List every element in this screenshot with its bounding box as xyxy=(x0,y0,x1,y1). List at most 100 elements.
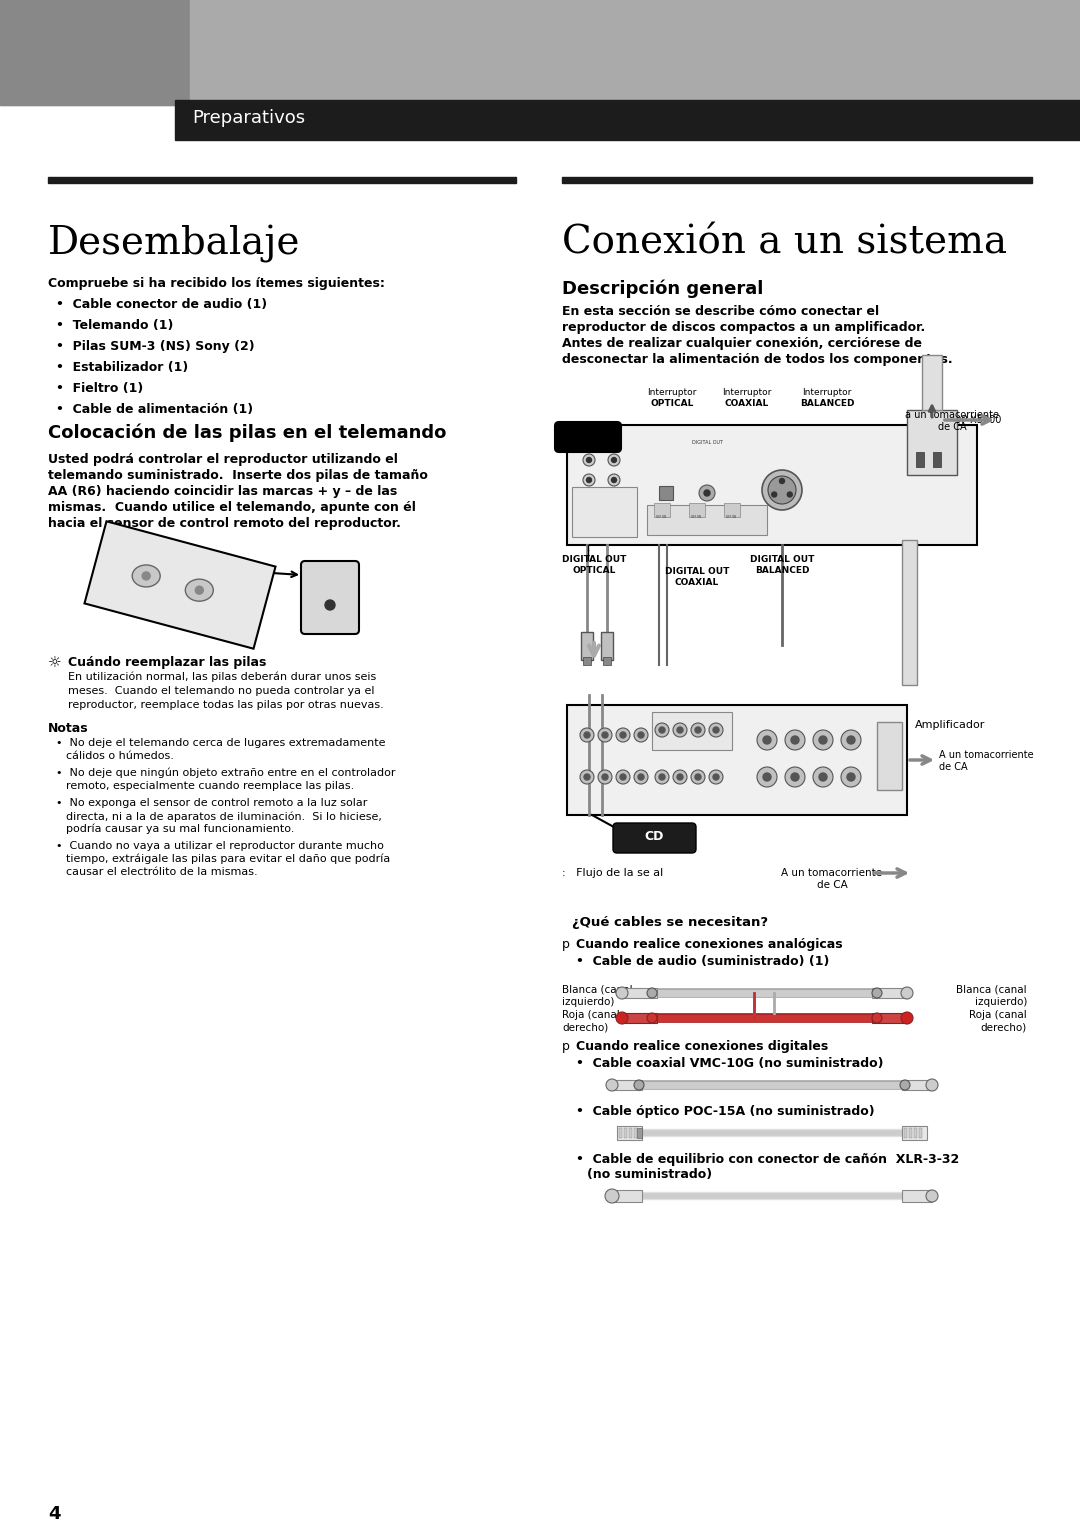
Bar xyxy=(190,0,570,105)
Ellipse shape xyxy=(813,730,833,750)
Text: Roja (canal
derecho): Roja (canal derecho) xyxy=(562,1010,620,1033)
Ellipse shape xyxy=(841,767,861,787)
Ellipse shape xyxy=(620,732,626,738)
Ellipse shape xyxy=(608,474,620,486)
Text: •  Cable conector de audio (1): • Cable conector de audio (1) xyxy=(56,298,267,312)
Bar xyxy=(902,1126,927,1140)
Ellipse shape xyxy=(673,770,687,784)
Bar xyxy=(612,1080,642,1089)
Ellipse shape xyxy=(605,1189,619,1203)
Text: ☼: ☼ xyxy=(48,656,62,671)
Ellipse shape xyxy=(616,1012,627,1024)
Text: AA (R6) haciendo coincidir las marcas + y – de las: AA (R6) haciendo coincidir las marcas + … xyxy=(48,484,397,498)
Text: Cuando realice conexiones analógicas: Cuando realice conexiones analógicas xyxy=(576,938,842,950)
Ellipse shape xyxy=(647,1013,657,1024)
Text: CDP-X5000: CDP-X5000 xyxy=(947,416,1002,425)
Ellipse shape xyxy=(616,770,630,784)
Text: Roja (canal
derecho): Roja (canal derecho) xyxy=(969,1010,1027,1033)
Ellipse shape xyxy=(787,492,793,497)
Bar xyxy=(637,1128,642,1138)
Bar xyxy=(647,504,767,535)
Ellipse shape xyxy=(602,775,608,779)
Ellipse shape xyxy=(762,736,771,744)
Ellipse shape xyxy=(611,477,617,483)
Ellipse shape xyxy=(647,989,657,998)
Text: •  Cuando no vaya a utilizar el reproductor durante mucho: • Cuando no vaya a utilizar el reproduct… xyxy=(56,840,383,851)
Bar xyxy=(872,1013,907,1024)
Bar xyxy=(48,177,516,183)
Ellipse shape xyxy=(580,727,594,743)
Text: •  No deje el telemando cerca de lugares extremadamente: • No deje el telemando cerca de lugares … xyxy=(56,738,386,749)
Bar xyxy=(603,657,611,665)
Text: causar el electrólito de la mismas.: causar el electrólito de la mismas. xyxy=(66,866,258,877)
Text: Preparativos: Preparativos xyxy=(192,108,306,127)
FancyBboxPatch shape xyxy=(613,824,696,853)
Ellipse shape xyxy=(677,727,683,733)
Bar xyxy=(572,487,637,536)
Bar xyxy=(914,1128,917,1138)
Text: Blanca (canal
izquierdo): Blanca (canal izquierdo) xyxy=(562,986,633,1007)
Bar xyxy=(617,1126,642,1140)
Ellipse shape xyxy=(708,770,723,784)
Ellipse shape xyxy=(659,727,665,733)
Text: (no suministrado): (no suministrado) xyxy=(588,1167,712,1181)
Ellipse shape xyxy=(583,454,595,466)
Text: a un tomacorriente
de CA: a un tomacorriente de CA xyxy=(905,410,999,432)
Text: COAXIAL: COAXIAL xyxy=(725,399,769,408)
Ellipse shape xyxy=(926,1190,939,1203)
Bar xyxy=(562,177,1032,183)
Ellipse shape xyxy=(584,775,590,779)
Ellipse shape xyxy=(791,773,799,781)
Text: Antes de realizar cualquier conexión, cerciórese de: Antes de realizar cualquier conexión, ce… xyxy=(562,338,922,350)
Text: Desembalaje: Desembalaje xyxy=(48,225,300,263)
Ellipse shape xyxy=(696,775,701,779)
Text: CD: CD xyxy=(645,831,664,843)
Bar xyxy=(600,633,613,660)
Ellipse shape xyxy=(696,727,701,733)
Text: •  Cable de alimentación (1): • Cable de alimentación (1) xyxy=(56,403,253,416)
Text: •  No exponga el sensor de control remoto a la luz solar: • No exponga el sensor de control remoto… xyxy=(56,798,367,808)
Ellipse shape xyxy=(654,723,669,736)
Ellipse shape xyxy=(616,727,630,743)
Ellipse shape xyxy=(847,736,855,744)
Text: p: p xyxy=(562,1041,570,1053)
Ellipse shape xyxy=(901,1012,913,1024)
Bar xyxy=(622,989,657,998)
Text: directa, ni a la de aparatos de iluminación.  Si lo hiciese,: directa, ni a la de aparatos de iluminac… xyxy=(66,811,382,822)
Bar xyxy=(902,1080,932,1089)
Bar xyxy=(919,1128,922,1138)
Text: cálidos o húmedos.: cálidos o húmedos. xyxy=(66,750,174,761)
Ellipse shape xyxy=(634,1080,644,1089)
Ellipse shape xyxy=(819,736,827,744)
Ellipse shape xyxy=(634,770,648,784)
Text: Compruebe si ha recibido los ítemes siguientes:: Compruebe si ha recibido los ítemes sigu… xyxy=(48,277,384,290)
Text: reproductor de discos compactos a un amplificador.: reproductor de discos compactos a un amp… xyxy=(562,321,926,335)
Ellipse shape xyxy=(638,775,644,779)
Text: •  Pilas SUM-3 (NS) Sony (2): • Pilas SUM-3 (NS) Sony (2) xyxy=(56,341,255,353)
Text: podría causar ya su mal funcionamiento.: podría causar ya su mal funcionamiento. xyxy=(66,824,295,834)
Text: OPTICAL: OPTICAL xyxy=(650,399,693,408)
Bar xyxy=(902,539,917,685)
Bar xyxy=(652,712,732,750)
Text: Interruptor: Interruptor xyxy=(647,388,697,397)
Bar xyxy=(904,1128,907,1138)
Ellipse shape xyxy=(872,989,882,998)
Polygon shape xyxy=(84,521,275,649)
Text: Interruptor: Interruptor xyxy=(723,388,772,397)
Ellipse shape xyxy=(584,732,590,738)
Ellipse shape xyxy=(841,730,861,750)
Bar xyxy=(581,633,593,660)
Ellipse shape xyxy=(762,773,771,781)
Text: Blanca (canal
izquierdo): Blanca (canal izquierdo) xyxy=(957,986,1027,1007)
FancyBboxPatch shape xyxy=(301,561,359,634)
Ellipse shape xyxy=(900,1080,910,1089)
Ellipse shape xyxy=(608,454,620,466)
Text: Cuándo reemplazar las pilas: Cuándo reemplazar las pilas xyxy=(68,656,267,669)
Bar xyxy=(909,1128,912,1138)
Ellipse shape xyxy=(634,727,648,743)
Ellipse shape xyxy=(586,457,592,463)
Text: •  Estabilizador (1): • Estabilizador (1) xyxy=(56,361,188,374)
Text: A un tomacorriente
de CA: A un tomacorriente de CA xyxy=(782,868,882,891)
Text: desconectar la alimentación de todos los componentes.: desconectar la alimentación de todos los… xyxy=(562,353,953,367)
Ellipse shape xyxy=(638,732,644,738)
